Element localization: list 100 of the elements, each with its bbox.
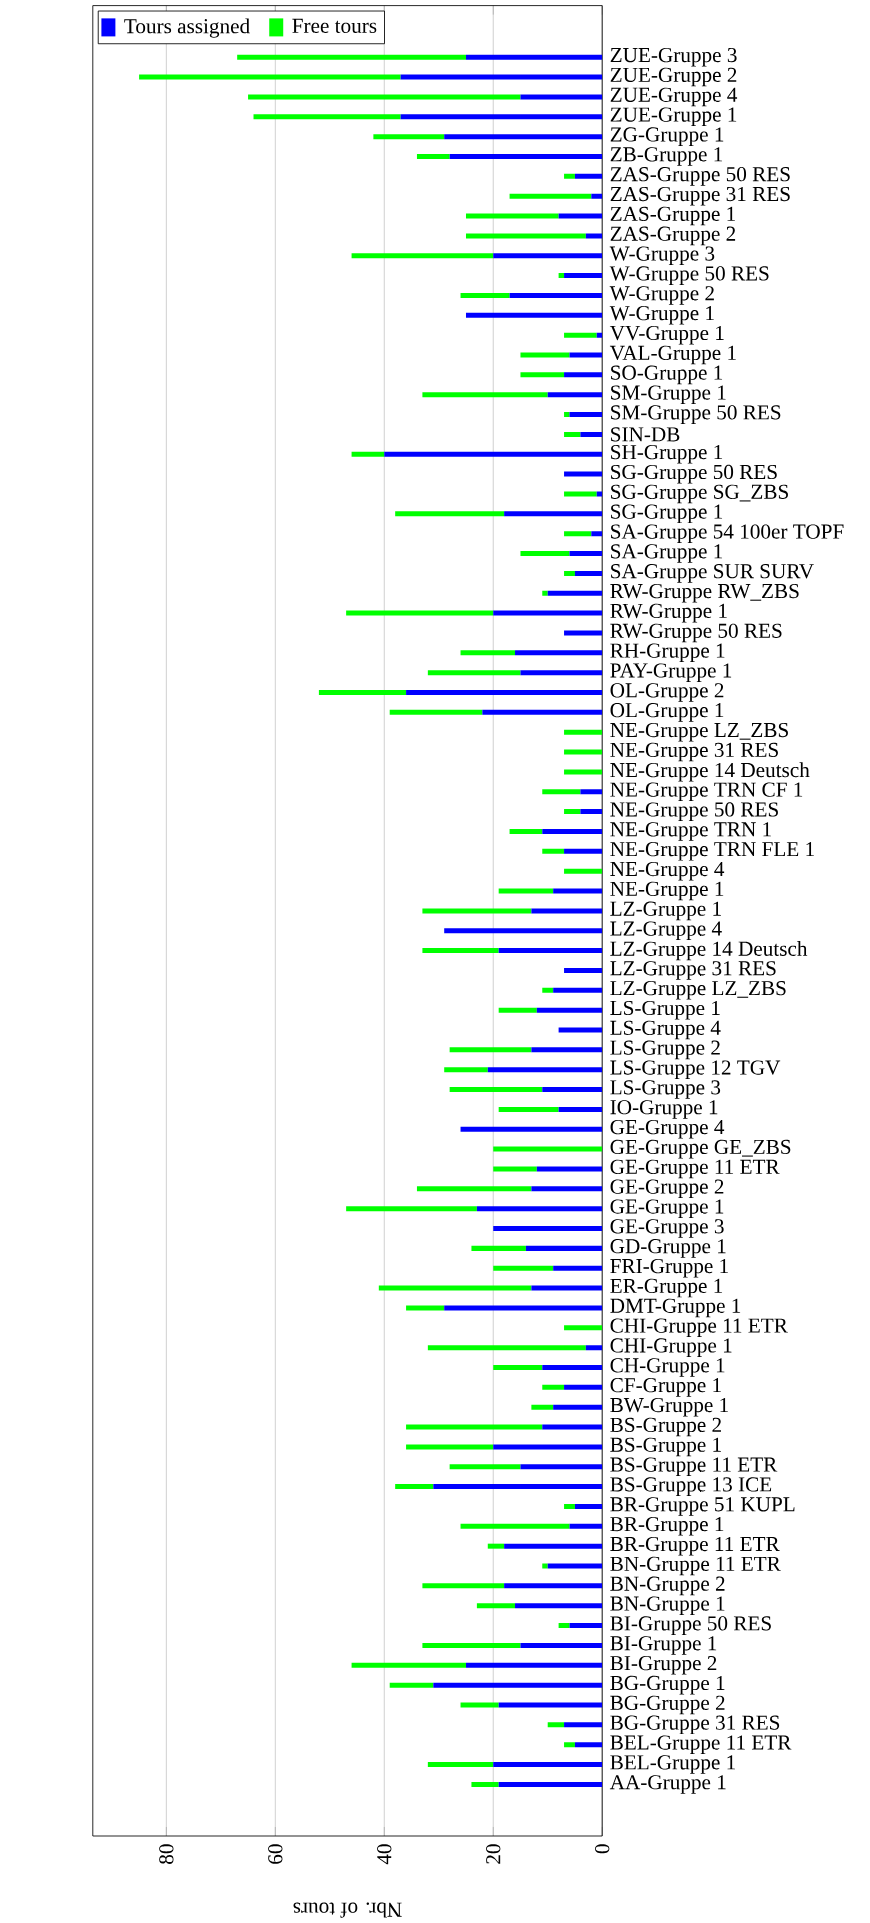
bar (504, 1543, 603, 1549)
bar (564, 491, 597, 497)
bar (498, 1702, 603, 1708)
bar (596, 491, 603, 497)
bar (498, 1007, 537, 1013)
bar (564, 412, 570, 418)
bar (542, 848, 565, 854)
y-tick-label: SG-Gruppe SG_ZBS (611, 484, 788, 504)
bar (351, 1662, 466, 1668)
bar (515, 1603, 603, 1609)
y-tick-label: LS-Gruppe 12 TGV (610, 1060, 781, 1079)
bar (564, 173, 575, 179)
bar (564, 471, 603, 477)
y-tick-label: SM-Gruppe 1 (611, 385, 726, 404)
bar (574, 1503, 603, 1509)
y-tick-label: LS-Gruppe 1 (610, 1000, 720, 1020)
bar (509, 193, 592, 199)
bar (460, 292, 510, 298)
y-tick-label: BS-Gruppe 13 ICE (610, 1477, 772, 1496)
bar (542, 1424, 603, 1430)
y-tick-label: GE-Gruppe 2 (610, 1179, 724, 1199)
y-tick-label: NE-Gruppe 31 RES (610, 742, 778, 762)
bar (422, 392, 548, 398)
bar (542, 1384, 565, 1390)
bar (493, 1146, 603, 1152)
x-tick-label: 80 (159, 1844, 174, 1864)
y-tick-label: W-Gruppe 3 (609, 246, 715, 266)
bar (498, 1106, 559, 1112)
bar (564, 769, 603, 775)
bar (444, 1305, 603, 1311)
y-tick-label: RW-Gruppe RW_ZBS (610, 583, 799, 603)
y-tick-label: BS-Gruppe 11 ETR (610, 1457, 778, 1477)
bar (487, 1067, 603, 1073)
bar (558, 213, 603, 219)
y-tick-label: BEL-Gruppe 11 ETR (610, 1735, 792, 1754)
y-tick-label: NE-Gruppe 50 RES (610, 802, 778, 821)
bar (542, 828, 603, 834)
y-tick-label: W-Gruppe 50 RES (609, 266, 769, 285)
bar (493, 1364, 543, 1370)
bar (498, 948, 603, 954)
bar (373, 134, 445, 140)
legend-label: Free tours (292, 18, 377, 33)
y-tick-label: FRI-Gruppe 1 (610, 1258, 728, 1278)
bar (536, 1166, 603, 1172)
bar (498, 888, 554, 894)
bar (449, 1047, 532, 1053)
bar (564, 1503, 575, 1509)
bar (422, 1583, 505, 1589)
bar (395, 511, 505, 517)
y-tick-label: LZ-Gruppe 1 (610, 901, 721, 921)
bar (564, 1384, 603, 1390)
y-tick-label: GD-Gruppe 1 (610, 1239, 726, 1258)
y-tick-label: OL-Gruppe 1 (610, 703, 724, 722)
bar (248, 94, 521, 100)
bar (564, 372, 603, 378)
bar (564, 1742, 575, 1748)
bar (509, 828, 543, 834)
y-tick-label: LZ-Gruppe LZ_ZBS (610, 981, 786, 1000)
bar (422, 948, 499, 954)
y-tick-label: ZAS-Gruppe 2 (610, 226, 736, 246)
y-tick-label: BR-Gruppe 51 KUPL (610, 1497, 795, 1516)
x-tick-label: 20 (486, 1844, 501, 1864)
bar (406, 690, 603, 695)
y-tick-label: SA-Gruppe 54 100er TOPF (611, 524, 844, 543)
bar (542, 789, 581, 795)
y-tick-label: NE-Gruppe 14 Deutsch (610, 762, 810, 782)
bar (531, 1285, 603, 1291)
bar (531, 1404, 554, 1410)
y-tick-label: BEL-Gruppe 1 (610, 1755, 735, 1774)
bar (237, 54, 466, 60)
bar (553, 1265, 603, 1271)
bar (504, 1583, 603, 1589)
bar (547, 1563, 603, 1569)
y-tick-label: SO-Gruppe 1 (611, 365, 723, 385)
y-tick-label: VV-Gruppe 1 (609, 325, 724, 345)
bar (520, 94, 603, 100)
bar (427, 670, 521, 676)
bar (542, 1563, 548, 1569)
bar (465, 233, 586, 239)
y-tick-label: LZ-Gruppe 14 Deutsch (610, 940, 808, 961)
bar (449, 1464, 521, 1470)
bar (564, 273, 603, 279)
y-tick-label: AA-Gruppe 1 (609, 1775, 726, 1794)
y-tick-label: BN-Gruppe 1 (610, 1596, 725, 1616)
bar (449, 1087, 543, 1093)
bar (542, 590, 548, 596)
bar (569, 352, 603, 358)
bar (460, 1702, 499, 1708)
bar (585, 233, 603, 239)
bar (471, 1781, 499, 1787)
bar (493, 1444, 603, 1450)
bar (542, 1364, 603, 1370)
bar (553, 1404, 603, 1410)
bar (509, 292, 603, 298)
bar (427, 1345, 586, 1351)
bar (558, 1106, 603, 1112)
y-tick-label: GE-Gruppe 4 (610, 1119, 725, 1139)
bar (444, 928, 603, 934)
bar (564, 749, 603, 755)
bar (422, 1642, 521, 1648)
